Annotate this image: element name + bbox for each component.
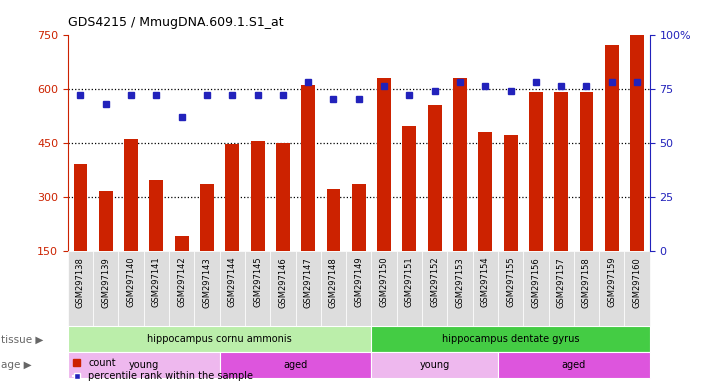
Bar bbox=[276, 142, 290, 305]
Text: GSM297155: GSM297155 bbox=[506, 257, 515, 307]
Bar bbox=[169, 251, 194, 326]
Bar bbox=[377, 78, 391, 305]
Bar bbox=[548, 251, 574, 326]
Text: GSM297144: GSM297144 bbox=[228, 257, 237, 307]
Bar bbox=[352, 184, 366, 305]
Text: hippocampus dentate gyrus: hippocampus dentate gyrus bbox=[442, 334, 579, 344]
Text: GSM297157: GSM297157 bbox=[557, 257, 565, 308]
Text: GSM297152: GSM297152 bbox=[431, 257, 439, 307]
Bar bbox=[554, 92, 568, 305]
Bar bbox=[68, 251, 93, 326]
Bar bbox=[296, 251, 321, 326]
Bar bbox=[346, 251, 371, 326]
Text: GSM297149: GSM297149 bbox=[354, 257, 363, 307]
Text: GSM297146: GSM297146 bbox=[278, 257, 287, 308]
Bar bbox=[523, 251, 548, 326]
Bar bbox=[220, 352, 371, 378]
Text: GSM297160: GSM297160 bbox=[633, 257, 642, 308]
Bar bbox=[498, 352, 650, 378]
Text: GSM297143: GSM297143 bbox=[203, 257, 211, 308]
Bar bbox=[226, 144, 239, 305]
Bar bbox=[574, 251, 599, 326]
Bar bbox=[498, 251, 523, 326]
Bar bbox=[149, 180, 164, 305]
Bar bbox=[503, 136, 518, 305]
Bar bbox=[119, 251, 144, 326]
Text: GSM297142: GSM297142 bbox=[177, 257, 186, 307]
Bar bbox=[124, 139, 138, 305]
Text: GSM297148: GSM297148 bbox=[329, 257, 338, 308]
Text: hippocampus cornu ammonis: hippocampus cornu ammonis bbox=[147, 334, 292, 344]
Bar bbox=[68, 352, 220, 378]
Text: aged: aged bbox=[283, 360, 308, 370]
Text: tissue ▶: tissue ▶ bbox=[1, 334, 44, 344]
Text: GDS4215 / MmugDNA.609.1.S1_at: GDS4215 / MmugDNA.609.1.S1_at bbox=[68, 16, 283, 29]
Bar bbox=[422, 251, 448, 326]
Legend: count, percentile rank within the sample: count, percentile rank within the sample bbox=[73, 358, 253, 381]
Bar bbox=[448, 251, 473, 326]
Bar bbox=[99, 191, 113, 305]
Bar bbox=[478, 132, 492, 305]
Bar bbox=[301, 85, 315, 305]
Text: GSM297153: GSM297153 bbox=[456, 257, 465, 308]
Bar bbox=[473, 251, 498, 326]
Text: GSM297139: GSM297139 bbox=[101, 257, 110, 308]
Text: GSM297141: GSM297141 bbox=[152, 257, 161, 307]
Text: young: young bbox=[129, 360, 159, 370]
Bar bbox=[200, 184, 214, 305]
Text: GSM297156: GSM297156 bbox=[531, 257, 540, 308]
Bar bbox=[245, 251, 270, 326]
Bar bbox=[529, 92, 543, 305]
Bar bbox=[74, 164, 87, 305]
Text: GSM297145: GSM297145 bbox=[253, 257, 262, 307]
Text: GSM297151: GSM297151 bbox=[405, 257, 414, 307]
Bar bbox=[194, 251, 220, 326]
Bar bbox=[326, 189, 341, 305]
Bar bbox=[630, 35, 644, 305]
Text: GSM297159: GSM297159 bbox=[608, 257, 616, 307]
Text: GSM297140: GSM297140 bbox=[126, 257, 136, 307]
Bar bbox=[403, 126, 416, 305]
Bar bbox=[397, 251, 422, 326]
Bar bbox=[428, 105, 442, 305]
Text: aged: aged bbox=[562, 360, 586, 370]
Bar bbox=[625, 251, 650, 326]
Bar bbox=[144, 251, 169, 326]
Bar bbox=[599, 251, 625, 326]
Bar bbox=[93, 251, 119, 326]
Bar bbox=[220, 251, 245, 326]
Text: GSM297158: GSM297158 bbox=[582, 257, 591, 308]
Text: young: young bbox=[420, 360, 450, 370]
Bar bbox=[453, 78, 467, 305]
Bar bbox=[371, 251, 397, 326]
Bar bbox=[175, 236, 188, 305]
Text: age ▶: age ▶ bbox=[1, 360, 32, 370]
Bar bbox=[68, 326, 371, 352]
Text: GSM297150: GSM297150 bbox=[380, 257, 388, 307]
Bar bbox=[371, 352, 498, 378]
Text: GSM297154: GSM297154 bbox=[481, 257, 490, 307]
Bar bbox=[251, 141, 265, 305]
Bar bbox=[605, 45, 619, 305]
Bar bbox=[321, 251, 346, 326]
Text: GSM297147: GSM297147 bbox=[303, 257, 313, 308]
Text: GSM297138: GSM297138 bbox=[76, 257, 85, 308]
Bar bbox=[270, 251, 296, 326]
Bar bbox=[580, 92, 593, 305]
Bar bbox=[371, 326, 650, 352]
